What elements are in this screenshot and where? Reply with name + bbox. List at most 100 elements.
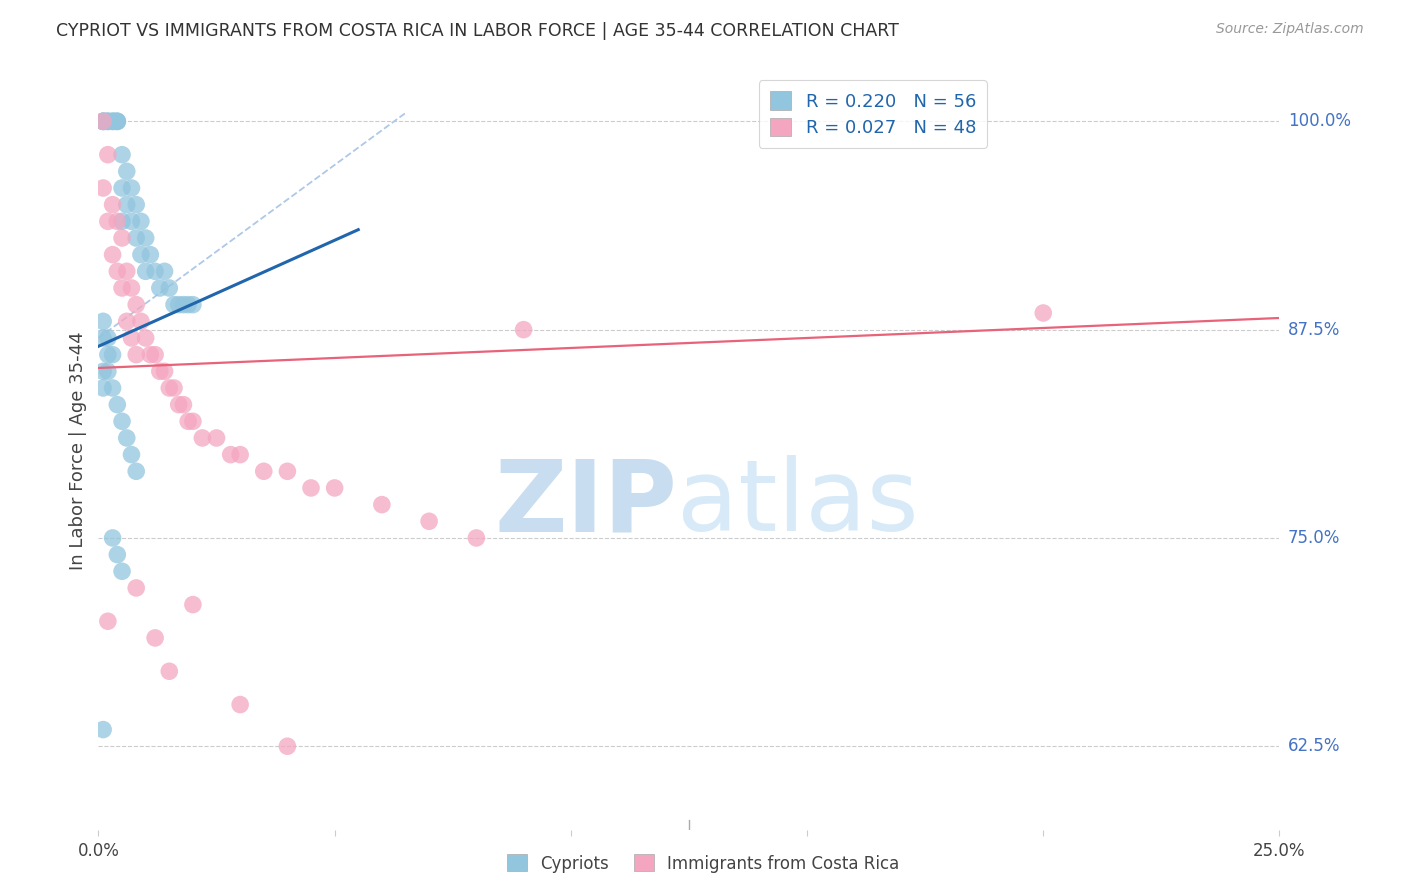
Point bbox=[91, 114, 114, 128]
Point bbox=[229, 698, 252, 712]
Text: atlas: atlas bbox=[678, 455, 918, 552]
Point bbox=[143, 348, 166, 362]
Point bbox=[371, 498, 394, 512]
Point bbox=[97, 214, 120, 228]
Point bbox=[163, 381, 186, 395]
Point bbox=[91, 381, 114, 395]
Point bbox=[97, 114, 120, 128]
Point bbox=[97, 331, 120, 345]
Text: ZIP: ZIP bbox=[495, 455, 678, 552]
Point bbox=[91, 723, 114, 737]
Point bbox=[97, 348, 120, 362]
Text: CYPRIOT VS IMMIGRANTS FROM COSTA RICA IN LABOR FORCE | AGE 35-44 CORRELATION CHA: CYPRIOT VS IMMIGRANTS FROM COSTA RICA IN… bbox=[56, 22, 898, 40]
Point bbox=[157, 281, 180, 295]
Point bbox=[105, 214, 128, 228]
Point bbox=[163, 298, 186, 312]
Point bbox=[111, 564, 134, 578]
Legend: R = 0.220   N = 56, R = 0.027   N = 48: R = 0.220 N = 56, R = 0.027 N = 48 bbox=[759, 80, 987, 148]
Point bbox=[125, 348, 148, 362]
Point bbox=[91, 181, 114, 195]
Point bbox=[97, 147, 120, 161]
Point bbox=[219, 448, 242, 462]
Legend: Cypriots, Immigrants from Costa Rica: Cypriots, Immigrants from Costa Rica bbox=[501, 847, 905, 880]
Text: 87.5%: 87.5% bbox=[1288, 320, 1340, 339]
Point bbox=[97, 114, 120, 128]
Point bbox=[125, 231, 148, 245]
Point bbox=[91, 331, 114, 345]
Point bbox=[91, 364, 114, 378]
Point bbox=[101, 197, 124, 211]
Point bbox=[101, 114, 124, 128]
Point bbox=[149, 281, 172, 295]
Point bbox=[129, 314, 152, 328]
Point bbox=[101, 381, 124, 395]
Point bbox=[105, 264, 128, 278]
Point bbox=[121, 281, 143, 295]
Text: Source: ZipAtlas.com: Source: ZipAtlas.com bbox=[1216, 22, 1364, 37]
Point bbox=[191, 431, 214, 445]
Point bbox=[153, 364, 176, 378]
Point bbox=[105, 114, 128, 128]
Point bbox=[94, 114, 117, 128]
Point bbox=[105, 114, 128, 128]
Point bbox=[167, 298, 190, 312]
Point bbox=[111, 281, 134, 295]
Point bbox=[465, 531, 488, 545]
Point bbox=[125, 581, 148, 595]
Point bbox=[177, 414, 200, 428]
Point bbox=[135, 331, 157, 345]
Point bbox=[111, 414, 134, 428]
Point bbox=[105, 548, 128, 562]
Point bbox=[101, 114, 124, 128]
Point bbox=[91, 114, 114, 128]
Point bbox=[323, 481, 346, 495]
Point bbox=[157, 381, 180, 395]
Text: 62.5%: 62.5% bbox=[1288, 738, 1340, 756]
Point bbox=[101, 531, 124, 545]
Point bbox=[153, 264, 176, 278]
Point bbox=[139, 247, 162, 261]
Point bbox=[276, 739, 298, 754]
Point bbox=[111, 181, 134, 195]
Point bbox=[115, 197, 138, 211]
Point bbox=[97, 114, 120, 128]
Point bbox=[229, 448, 252, 462]
Point bbox=[157, 665, 180, 679]
Point bbox=[111, 214, 134, 228]
Point bbox=[91, 114, 114, 128]
Point bbox=[143, 631, 166, 645]
Point bbox=[121, 181, 143, 195]
Point bbox=[181, 298, 204, 312]
Point bbox=[129, 247, 152, 261]
Point bbox=[167, 398, 190, 412]
Text: 100.0%: 100.0% bbox=[1288, 112, 1351, 130]
Point bbox=[91, 314, 114, 328]
Point bbox=[149, 364, 172, 378]
Point bbox=[104, 114, 127, 128]
Point bbox=[101, 348, 124, 362]
Point bbox=[111, 147, 134, 161]
Point bbox=[105, 114, 128, 128]
Point bbox=[139, 348, 162, 362]
Point bbox=[205, 431, 228, 445]
Point bbox=[91, 114, 114, 128]
Point bbox=[111, 231, 134, 245]
Point bbox=[125, 464, 148, 478]
Point bbox=[101, 247, 124, 261]
Point bbox=[143, 264, 166, 278]
Point bbox=[121, 448, 143, 462]
Point bbox=[121, 331, 143, 345]
Point bbox=[115, 264, 138, 278]
Point bbox=[418, 514, 440, 528]
Point bbox=[101, 114, 124, 128]
Point bbox=[181, 414, 204, 428]
Point bbox=[172, 398, 194, 412]
Point bbox=[91, 114, 114, 128]
Point bbox=[181, 598, 204, 612]
Point bbox=[97, 364, 120, 378]
Point bbox=[115, 431, 138, 445]
Point bbox=[115, 164, 138, 178]
Point bbox=[105, 398, 128, 412]
Point bbox=[125, 197, 148, 211]
Point bbox=[253, 464, 276, 478]
